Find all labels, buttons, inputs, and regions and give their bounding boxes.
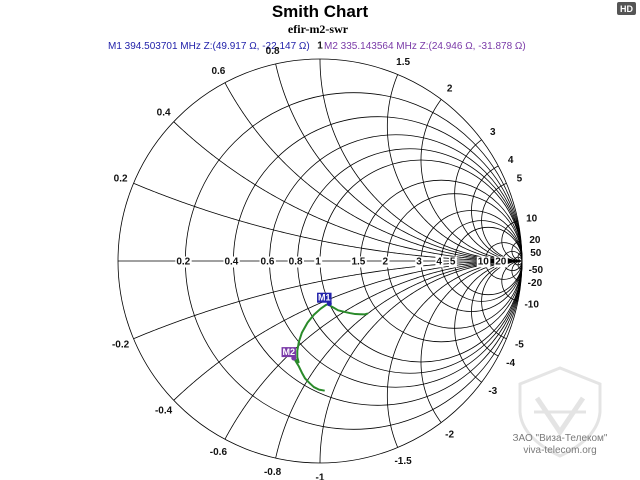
tick-label-bg — [415, 256, 424, 268]
reactance-tick-label: -0.6 — [210, 447, 228, 458]
reactance-tick-label: -1 — [316, 473, 325, 480]
real-axis-tick-label: 10 — [478, 257, 490, 268]
reactance-tick-label: -50 — [529, 265, 544, 276]
tick-label-bg — [381, 256, 390, 268]
reactance-tick-label: 3 — [490, 127, 496, 138]
reactance-tick-label: 0.8 — [266, 46, 280, 57]
reactance-arc — [454, 260, 523, 383]
impedance-trace — [292, 302, 369, 392]
smith-tick-labels: 0.2 0.4 0.6 0.8 1 1.5 2 3 4 5 10 200.20.40.60.8 11.5… — [112, 41, 543, 480]
reactance-arc — [420, 260, 523, 423]
markers-group: M1 M2 — [281, 292, 332, 361]
reactance-tick-label: 4 — [508, 155, 514, 166]
reactance-arc — [386, 260, 523, 448]
reactance-arc — [454, 139, 523, 262]
tick-label-bg — [494, 256, 508, 268]
real-axis-tick-label: 1 — [315, 257, 321, 268]
reactance-tick-label: -2 — [445, 429, 454, 440]
reactance-arc — [420, 99, 523, 262]
reactance-tick-label: 5 — [517, 173, 523, 184]
real-axis-tick-label: 3 — [416, 257, 422, 268]
reactance-arc — [481, 260, 523, 340]
reactance-tick-label: 1 — [317, 41, 323, 52]
reactance-tick-label: 0.4 — [157, 108, 171, 119]
reactance-tick-label: 10 — [526, 214, 538, 225]
tick-label-bg — [448, 256, 457, 268]
tick-label-bg — [435, 256, 444, 268]
tick-label-bg — [476, 256, 491, 268]
watermark-company: ЗАО "Виза-Телеком" — [513, 433, 608, 444]
reactance-arc — [224, 82, 522, 262]
real-axis-tick-label: 20 — [495, 257, 507, 268]
reactance-arc — [319, 59, 523, 262]
reactance-arc — [511, 240, 523, 262]
real-axis-tick-label: 0.6 — [261, 257, 275, 268]
reactance-tick-label: 50 — [530, 248, 542, 259]
reactance-arc — [517, 260, 523, 270]
chart-subtitle: efir-m2-swr — [288, 22, 349, 36]
watermark-logo — [518, 366, 602, 458]
real-axis-tick-label: 4 — [436, 257, 442, 268]
marker-m2-info: M2 335.143564 MHz Z:(24.946 Ω, -31.878 Ω… — [324, 41, 526, 52]
reactance-arc — [511, 260, 523, 282]
reactance-tick-label: 0.2 — [114, 173, 128, 184]
reactance-arc — [501, 220, 523, 262]
reactance-tick-label: 1.5 — [396, 57, 410, 68]
real-axis-tick-label: 0.8 — [289, 257, 303, 268]
reactance-arc — [224, 260, 522, 440]
reactance-arc — [517, 252, 523, 262]
reactance-arc — [386, 74, 523, 262]
reactance-arc — [275, 260, 523, 459]
reactance-tick-label: -0.2 — [112, 340, 130, 351]
reactance-tick-label: -20 — [528, 278, 543, 289]
tick-label-bg — [175, 256, 192, 268]
reactance-tick-label: -4 — [506, 358, 515, 369]
reactance-tick-label: -10 — [524, 299, 539, 310]
reactance-tick-label: -5 — [515, 340, 524, 351]
marker-label: M1 — [318, 293, 331, 303]
impedance-trace-group — [292, 302, 369, 392]
chart-title: Smith Chart — [272, 2, 369, 21]
reactance-tick-label: -1.5 — [394, 456, 412, 467]
tick-label-bg — [314, 256, 323, 268]
hd-badge-label: HD — [620, 4, 633, 14]
tick-label-bg — [287, 256, 304, 268]
marker-label-bg — [317, 292, 332, 303]
marker-label: M2 — [283, 347, 296, 357]
reactance-tick-label: -3 — [488, 386, 497, 397]
reactance-arc — [481, 182, 523, 262]
real-axis-tick-label: 0.2 — [176, 257, 190, 268]
tick-label-bg — [223, 256, 240, 268]
marker-m1-info: M1 394.503701 MHz Z:(49.917 Ω, -22.147 Ω… — [108, 41, 310, 52]
reactance-tick-label: 2 — [447, 84, 453, 95]
reactance-arc — [471, 260, 523, 357]
real-axis-tick-label: 0.4 — [224, 257, 238, 268]
hd-badge[interactable]: HD — [617, 2, 636, 15]
watermark-url: viva-telecom.org — [523, 445, 596, 456]
reactance-tick-label: -0.4 — [155, 406, 173, 417]
tick-label-bg — [350, 256, 367, 268]
marker-label-bg — [281, 347, 297, 358]
real-axis-tick-label: 1.5 — [351, 257, 365, 268]
reactance-arc — [501, 260, 523, 302]
reactance-arc — [319, 260, 523, 463]
tick-label-bg — [259, 256, 276, 268]
real-axis-tick-label: 2 — [383, 257, 389, 268]
reactance-arc — [275, 63, 523, 262]
reactance-arc — [471, 165, 523, 262]
reactance-tick-label: 20 — [529, 235, 541, 246]
real-axis-tick-label: 5 — [450, 257, 456, 268]
reactance-tick-label: 0.6 — [211, 66, 225, 77]
reactance-tick-label: -0.8 — [264, 467, 282, 478]
